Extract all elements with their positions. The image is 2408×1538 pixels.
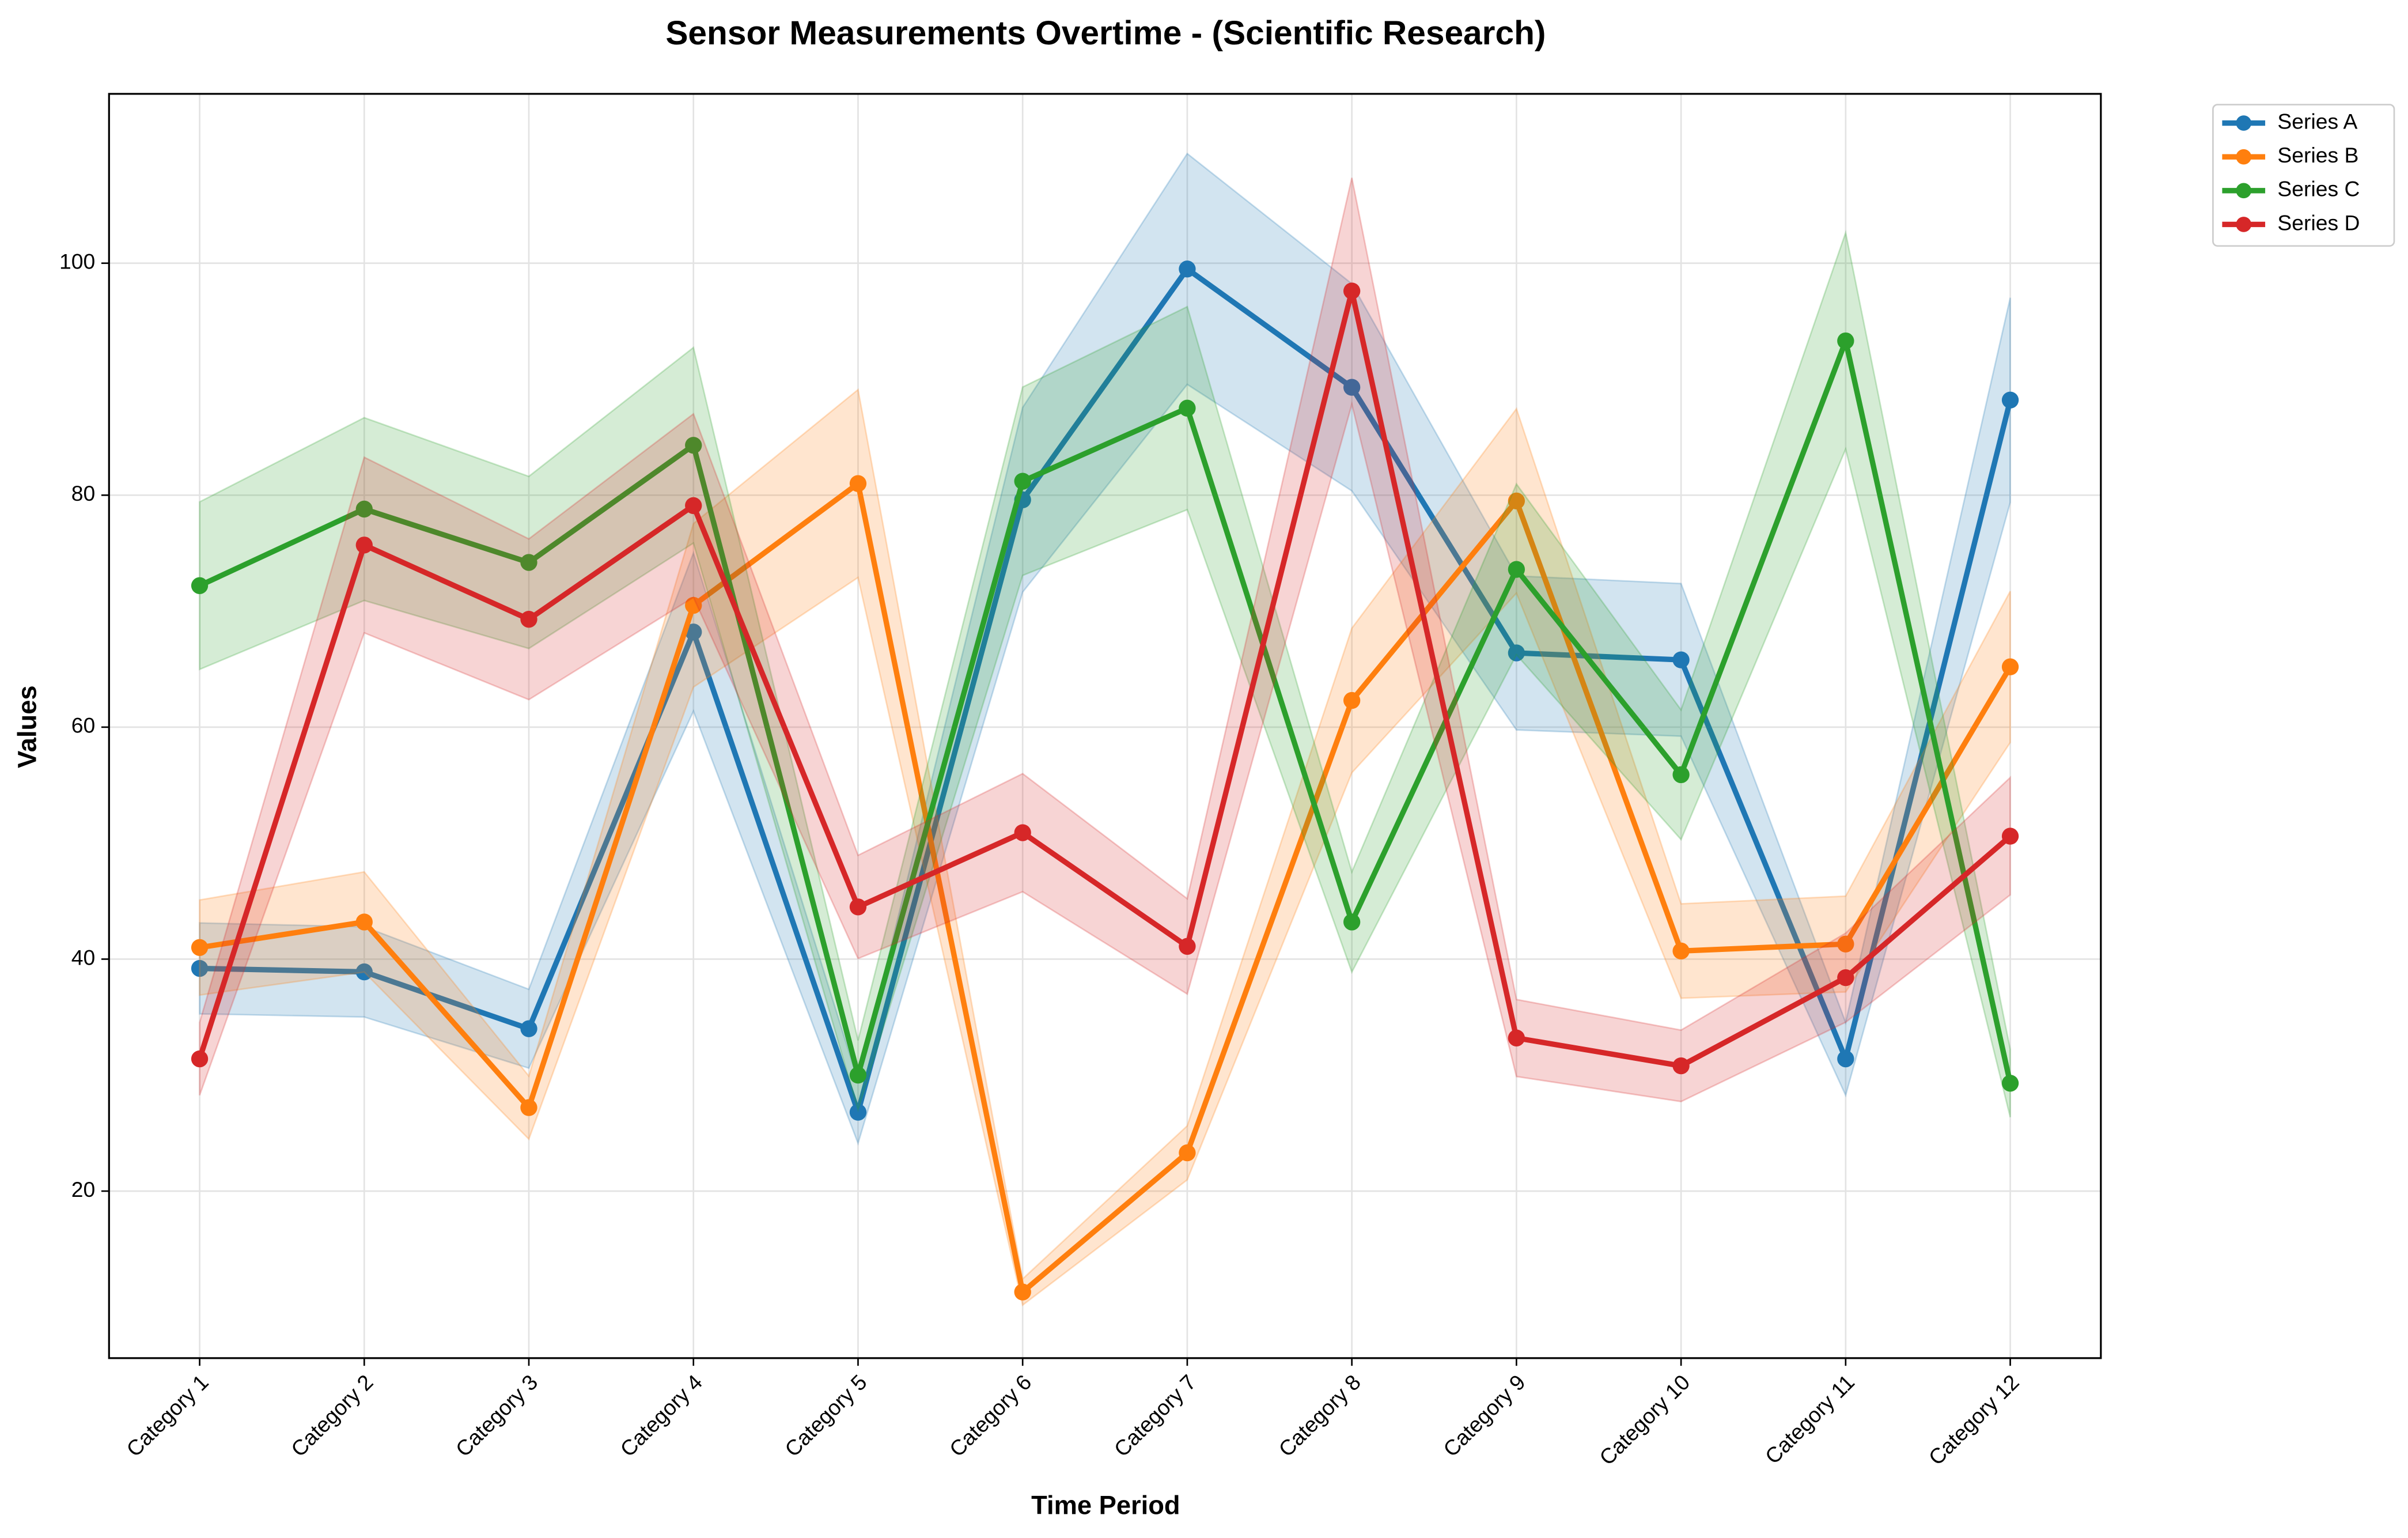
data-point [520,1099,537,1116]
data-point [849,898,867,916]
data-point [1343,691,1361,709]
data-point [685,623,702,641]
data-point [191,939,209,956]
data-point [1014,473,1031,490]
data-point [1343,282,1361,300]
data-point [520,554,537,571]
series-line [199,481,2013,1295]
data-point [355,500,373,518]
error-band [199,229,2011,1118]
data-point [1014,824,1031,841]
legend-marker [2236,217,2252,232]
data-point [1672,651,1690,668]
chart-title: Sensor Measurements Overtime - (Scientif… [665,14,1546,52]
data-point [1179,399,1196,417]
data-point [191,959,209,977]
legend-label: Series A [2277,109,2357,133]
legend-frame [2212,104,2395,247]
data-point [685,596,702,614]
y-tick-label: 80 [71,481,96,505]
legend: Series A Series B Series C Series D [2212,104,2395,247]
data-point [1014,1283,1031,1301]
data-point [685,437,702,454]
data-point [849,475,867,492]
data-point [355,963,373,981]
series-line [197,288,2012,1069]
data-point [849,1067,867,1084]
data-point [1508,1029,1525,1046]
data-point [191,1050,209,1068]
legend-label: Series B [2277,143,2358,167]
data-point [1837,969,1854,987]
data-point [1837,332,1854,350]
data-point [1508,561,1525,578]
data-point [1672,942,1690,960]
legend-marker [2236,149,2252,165]
data-point [355,913,373,931]
y-axis-label: Values [13,685,42,768]
legend-label: Series C [2277,177,2360,201]
data-point [1508,644,1525,662]
series-line [198,338,2013,1084]
data-point [2001,658,2019,675]
data-point [1837,935,1854,953]
data-point [1508,492,1525,510]
plot-frame [108,93,2102,1359]
data-point [520,611,537,628]
legend-label: Series D [2277,210,2360,235]
data-point [685,497,702,515]
y-tick-label: 20 [71,1177,96,1201]
data-point [520,1020,537,1037]
y-tick-label: 40 [71,945,96,969]
y-tick-label: 100 [59,250,95,274]
data-point [1343,913,1361,931]
data-point [2001,1075,2019,1092]
data-point [1179,1144,1196,1162]
data-point [1672,1057,1690,1075]
data-point [1837,1050,1854,1068]
data-point [849,1104,867,1121]
data-point [2001,391,2019,409]
y-tick-label: 60 [71,713,96,738]
data-point [1343,379,1361,396]
data-point [2001,827,2019,845]
data-point [1672,766,1690,784]
data-point [1179,938,1196,955]
legend-marker [2236,183,2252,199]
legend-marker [2236,115,2252,131]
error-band [199,177,2011,1102]
data-point [1179,260,1196,278]
x-axis-label: Time Period [1031,1490,1180,1520]
data-point [355,536,373,554]
series-line [199,266,2013,1115]
data-point [191,577,209,594]
